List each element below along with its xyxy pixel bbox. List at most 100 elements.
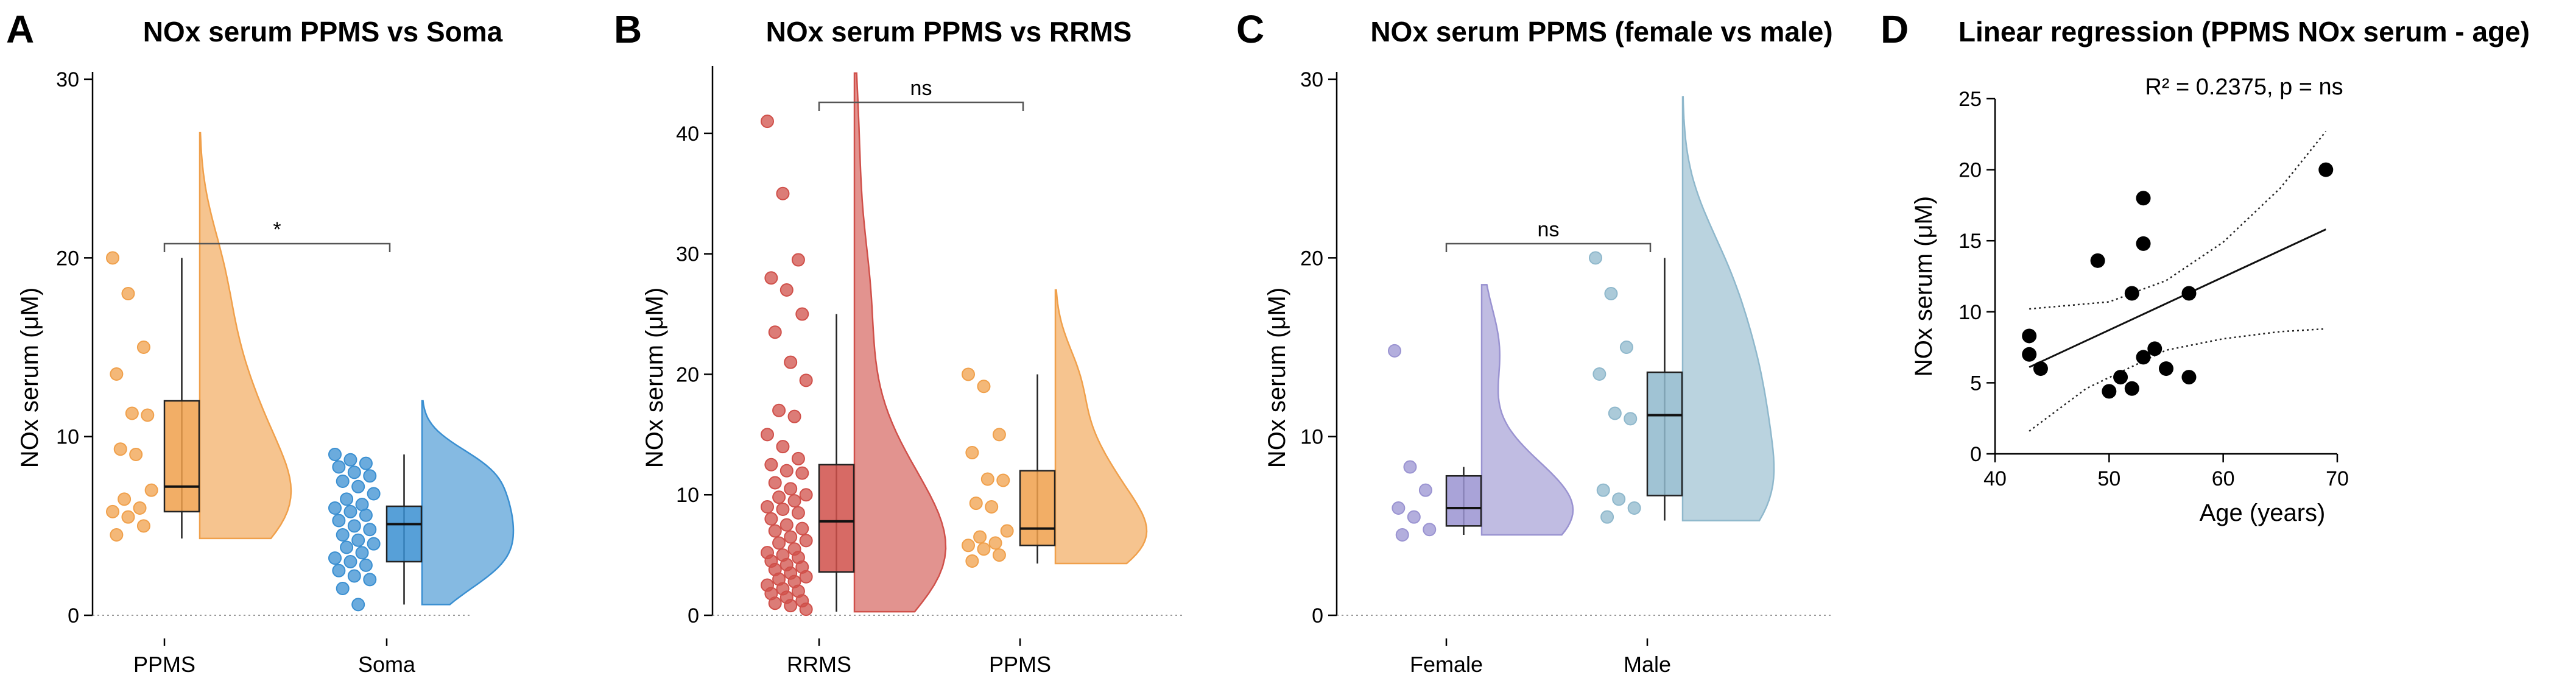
y-tick-label: 40 — [676, 122, 699, 146]
ci-upper-band — [2029, 130, 2327, 310]
panel-a-ylabel: NOx serum (μM) — [16, 288, 43, 468]
category-label: Soma — [358, 652, 416, 677]
data-point — [340, 540, 354, 554]
data-point — [977, 380, 991, 394]
data-point — [110, 528, 124, 542]
violin-male — [1681, 96, 1775, 521]
scatter-point — [2136, 350, 2151, 365]
data-point — [359, 508, 373, 522]
box-iqr — [1445, 475, 1482, 527]
scatter-point — [2124, 286, 2139, 301]
data-point — [784, 530, 798, 544]
scatter-point — [2136, 191, 2151, 206]
data-point — [761, 115, 774, 129]
data-point — [328, 551, 342, 565]
y-tick-label: 30 — [676, 243, 699, 266]
x-tick-label: 60 — [2212, 467, 2235, 490]
y-tick-label: 0 — [688, 604, 699, 627]
data-point — [343, 453, 357, 467]
violin-ppms — [199, 132, 292, 540]
data-point — [1589, 251, 1602, 265]
data-point — [1600, 510, 1614, 524]
panel-d-annotation: R² = 0.2375, p = ns — [2145, 74, 2343, 100]
y-tick-label: 25 — [1958, 88, 1982, 111]
panel-d: D Linear regression (PPMS NOx serum - ag… — [1881, 7, 2530, 526]
panel-letter-b: B — [614, 7, 642, 51]
data-point — [136, 341, 150, 354]
data-point — [764, 271, 778, 285]
significance-label: * — [273, 218, 281, 241]
scatter-point — [2113, 370, 2128, 385]
y-tick-label: 0 — [1970, 443, 1982, 466]
data-point — [110, 367, 124, 381]
panel-c: C NOx serum PPMS (female vs male) NOx se… — [1236, 7, 1833, 677]
data-point — [791, 506, 805, 520]
data-point — [992, 428, 1006, 442]
data-point — [799, 602, 813, 617]
data-point — [343, 504, 357, 518]
y-tick-label: 0 — [68, 604, 79, 627]
data-point — [761, 500, 774, 514]
data-point — [332, 514, 346, 528]
data-point — [962, 539, 975, 553]
data-point — [779, 518, 794, 532]
scatter-point — [2022, 347, 2037, 362]
violin-soma — [421, 400, 515, 606]
box-iqr — [385, 505, 423, 563]
data-point — [1392, 501, 1406, 515]
data-point — [359, 456, 373, 470]
data-point — [125, 406, 139, 420]
data-point — [1604, 287, 1618, 300]
data-point — [795, 307, 809, 321]
scatter-point — [2136, 236, 2151, 251]
y-tick-label: 20 — [56, 247, 79, 270]
x-tick-label: 40 — [1983, 467, 2007, 490]
regression-line — [2029, 228, 2326, 369]
data-point — [996, 473, 1010, 487]
box-iqr — [1646, 371, 1683, 496]
data-point — [973, 530, 987, 544]
significance-bracket — [163, 242, 391, 252]
panel-letter-c: C — [1236, 7, 1264, 51]
panel-b-plot: 0 10 20 30 40 RRMS PPMS ns — [676, 66, 1184, 677]
scatter-point — [2033, 361, 2048, 376]
data-point — [969, 496, 983, 511]
significance-bracket — [818, 101, 1024, 111]
ci-lower-band — [2029, 328, 2326, 432]
scatter-point — [2181, 370, 2197, 385]
data-point — [1612, 492, 1626, 506]
panel-a-plot: 0 10 20 30 PPMS Soma * — [56, 68, 515, 677]
data-point — [1619, 341, 1633, 354]
category-label: RRMS — [787, 652, 851, 677]
scatter-point — [2124, 381, 2139, 396]
x-tick-label: 70 — [2326, 467, 2349, 490]
data-point — [779, 464, 794, 478]
panel-b-ylabel: NOx serum (μM) — [641, 288, 668, 468]
data-point — [367, 537, 381, 551]
data-point — [343, 555, 357, 568]
data-point — [1423, 523, 1437, 537]
panel-a: A NOx serum PPMS vs Soma NOx serum (μM) … — [6, 7, 515, 677]
data-point — [1407, 510, 1421, 524]
data-point — [340, 492, 354, 506]
data-point — [332, 460, 346, 474]
data-point — [776, 186, 790, 200]
data-point — [799, 570, 813, 584]
data-point — [795, 521, 809, 535]
data-point — [136, 519, 150, 533]
data-point — [784, 599, 798, 613]
y-tick-label: 0 — [1312, 604, 1323, 627]
data-point — [768, 325, 782, 339]
y-tick-label: 15 — [1958, 230, 1982, 253]
data-point — [1418, 483, 1432, 497]
scatter-point — [2022, 328, 2037, 344]
panel-c-title: NOx serum PPMS (female vs male) — [1370, 16, 1832, 48]
data-point — [988, 536, 1002, 550]
data-point — [351, 533, 365, 547]
data-point — [347, 569, 361, 583]
data-point — [113, 442, 127, 456]
data-point — [1388, 344, 1401, 358]
y-tick-label: 10 — [676, 484, 699, 507]
data-point — [106, 251, 119, 265]
data-point — [772, 403, 786, 417]
